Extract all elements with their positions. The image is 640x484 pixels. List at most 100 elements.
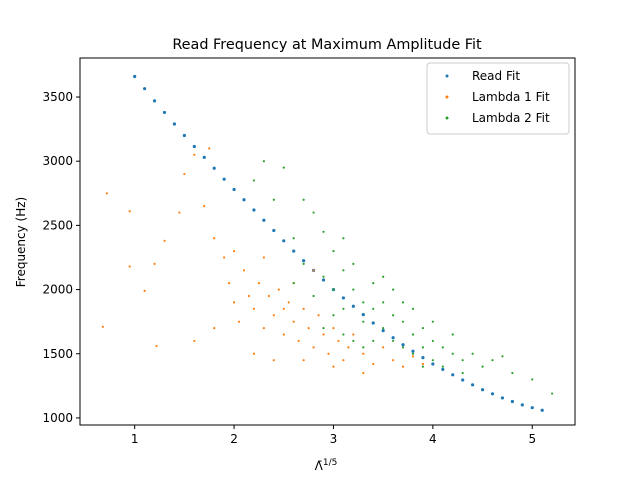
scatter-point [227, 282, 231, 285]
scatter-point [520, 403, 524, 407]
scatter-point [312, 269, 315, 272]
scatter-point [232, 301, 236, 304]
scatter-point [332, 365, 335, 368]
scatter-point [247, 294, 251, 298]
scatter-point [262, 160, 265, 163]
scatter-point [101, 325, 104, 328]
scatter-point [362, 371, 365, 375]
scatter-point [481, 365, 484, 368]
scatter-point [213, 326, 216, 330]
scatter-point [431, 339, 434, 343]
scatter-point [292, 282, 295, 285]
scatter-point [342, 237, 345, 240]
scatter-point [551, 392, 554, 395]
scatter-point [421, 365, 425, 368]
scatter-point [511, 371, 514, 375]
scatter-point [232, 187, 236, 192]
scatter-point [262, 326, 265, 330]
scatter-point [491, 359, 494, 362]
scatter-point [277, 288, 280, 291]
scatter-point [312, 211, 315, 214]
scatter-point [501, 355, 504, 358]
plot-area [101, 74, 554, 412]
scatter-point [421, 356, 425, 360]
scatter-point [441, 367, 445, 372]
scatter-point [372, 282, 375, 285]
legend-label: Lambda 2 Fit [472, 111, 550, 125]
scatter-point [471, 352, 474, 355]
scatter-point [531, 378, 534, 381]
scatter-point [208, 147, 211, 150]
scatter-point [372, 307, 375, 310]
scatter-point [292, 320, 295, 323]
scatter-point [411, 307, 415, 310]
scatter-point [133, 74, 137, 79]
scatter-point [342, 333, 345, 336]
legend-label: Lambda 1 Fit [472, 90, 550, 104]
x-label-sup: 1/5 [323, 458, 337, 468]
scatter-point [262, 218, 266, 222]
scatter-point [282, 239, 286, 243]
scatter-point [392, 339, 395, 343]
scatter-point [322, 326, 325, 330]
scatter-point [411, 352, 415, 355]
scatter-point [152, 99, 157, 103]
scatter-point [341, 296, 346, 300]
scatter-point [282, 333, 285, 336]
scatter-point [411, 333, 415, 336]
scatter-point [451, 373, 455, 377]
scatter-point [203, 205, 206, 208]
legend-box [426, 62, 570, 135]
scatter-point [262, 256, 265, 259]
scatter-point [172, 122, 177, 126]
scatter-point [257, 282, 261, 285]
scatter-point [431, 320, 434, 323]
scatter-point [237, 320, 241, 323]
scatter-point [212, 166, 216, 170]
scatter-point [213, 237, 216, 240]
y-tick-label: 1000 [42, 411, 73, 425]
scatter-point [321, 278, 326, 282]
scatter-point [297, 339, 300, 343]
y-tick-label: 3500 [42, 90, 73, 104]
scatter-point [307, 326, 310, 330]
scatter-point [392, 359, 395, 362]
scatter-point [362, 346, 365, 349]
y-tick-label: 2000 [42, 283, 73, 297]
scatter-point [421, 326, 425, 330]
scatter-point [362, 301, 365, 304]
legend-marker [445, 116, 449, 120]
scatter-point [282, 307, 285, 310]
scatter-point [322, 275, 325, 278]
scatter-point [252, 307, 256, 310]
scatter-point [372, 339, 375, 343]
scatter-point [411, 349, 415, 353]
scatter-point [510, 399, 514, 404]
scatter-point [382, 326, 385, 330]
scatter-point [143, 289, 146, 292]
legend-label: Read Fit [472, 69, 520, 83]
scatter-point [421, 346, 425, 349]
scatter-point [401, 301, 405, 304]
scatter-point [292, 249, 296, 253]
scatter-point [332, 249, 335, 253]
scatter-point [105, 192, 108, 195]
scatter-point [490, 392, 495, 396]
x-tick-label: 5 [528, 432, 536, 446]
scatter-point [287, 301, 290, 304]
chart-title: Read Frequency at Maximum Amplitude Fit [172, 37, 482, 53]
scatter-point [252, 208, 256, 212]
scatter-point [371, 321, 375, 325]
y-axis-label: Frequency (Hz) [14, 197, 28, 288]
scatter-point [272, 314, 275, 317]
scatter-point [351, 304, 355, 308]
scatter-point [342, 307, 345, 310]
scatter-point [252, 179, 256, 182]
x-tick-label: 4 [429, 432, 437, 446]
x-axis-label: Λ̄1/5 [315, 458, 338, 473]
scatter-point [192, 144, 196, 149]
scatter-point [302, 359, 305, 362]
axes-frame [79, 57, 576, 426]
scatter-point [242, 269, 246, 272]
scatter-point [352, 262, 355, 265]
